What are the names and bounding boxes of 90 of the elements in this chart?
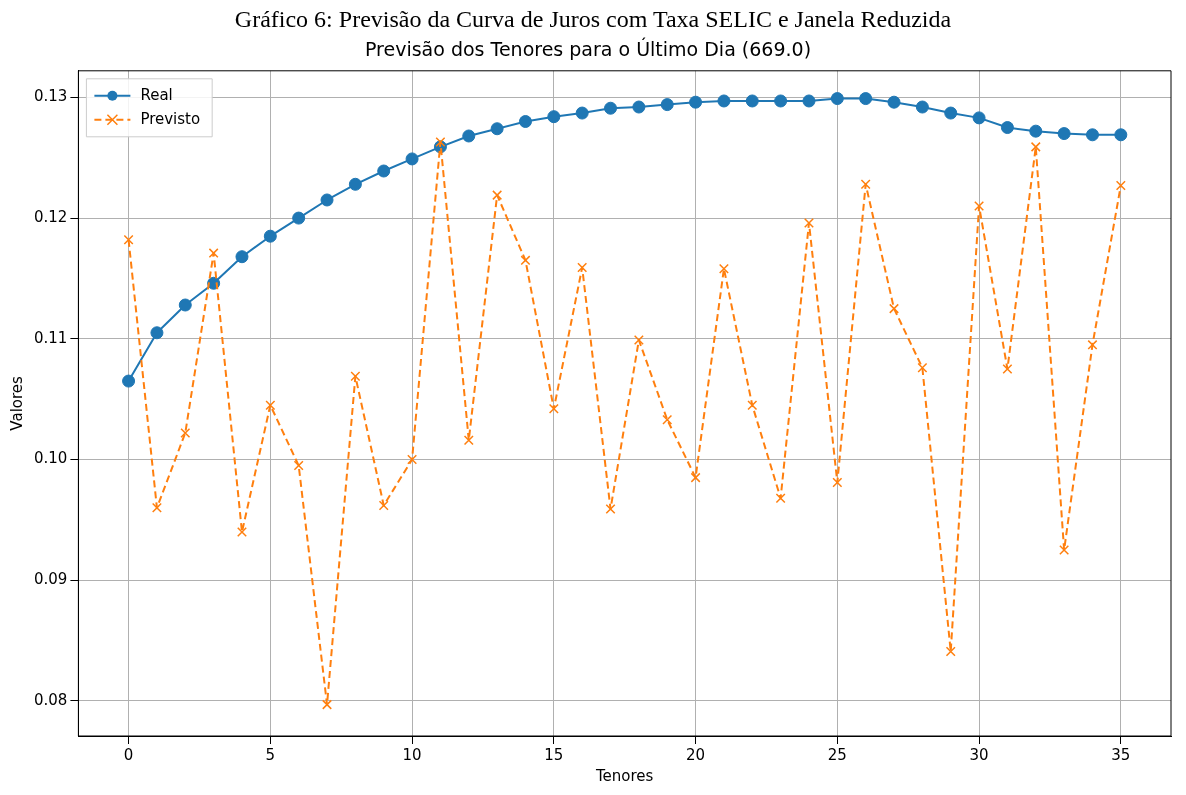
x-tick-label: 10 (402, 745, 422, 764)
point (717, 94, 731, 108)
point (235, 250, 249, 264)
point (660, 98, 674, 112)
point (122, 374, 136, 388)
point (604, 101, 618, 115)
point (263, 229, 277, 243)
point (547, 110, 561, 124)
point (407, 454, 418, 465)
point (775, 493, 786, 504)
point (972, 111, 986, 125)
point (1059, 545, 1070, 556)
point (463, 435, 474, 446)
x-tick-label: 5 (265, 745, 276, 764)
legend-label: Real (140, 85, 173, 104)
point (915, 100, 929, 114)
point (1114, 128, 1128, 142)
point (293, 460, 304, 471)
point (123, 234, 134, 245)
x-tick-label: 35 (1111, 745, 1131, 764)
point (1085, 128, 1099, 142)
point (1057, 127, 1071, 141)
point (1087, 339, 1098, 350)
point (662, 414, 673, 425)
point (518, 115, 532, 129)
point (605, 504, 616, 515)
y-axis-title: Valores (7, 375, 26, 431)
point (236, 526, 247, 537)
point (405, 152, 419, 166)
point (378, 500, 389, 511)
point (718, 263, 729, 274)
legend-label: Previsto (140, 109, 201, 128)
point (178, 298, 192, 312)
point (689, 95, 703, 109)
point (520, 255, 531, 266)
y-tick-label: 0.11 (33, 328, 68, 347)
x-axis-title: Tenores (594, 766, 654, 785)
point (350, 371, 361, 382)
y-tick-label: 0.08 (33, 690, 68, 709)
point (747, 400, 758, 411)
point (860, 179, 871, 190)
point (945, 646, 956, 657)
point (208, 248, 219, 259)
x-tick-label: 15 (544, 745, 564, 764)
point (151, 502, 162, 513)
point (1030, 141, 1041, 152)
point (633, 335, 644, 346)
point (490, 122, 504, 136)
point (832, 477, 843, 488)
point (632, 100, 646, 114)
point (917, 362, 928, 373)
point (322, 699, 333, 710)
point (150, 326, 164, 340)
y-tick-label: 0.09 (33, 570, 68, 589)
point (974, 201, 985, 212)
point (435, 137, 446, 148)
point (774, 94, 788, 108)
point (492, 190, 503, 201)
point (830, 92, 844, 106)
point (577, 262, 588, 273)
point (348, 177, 362, 191)
x-tick-label: 0 (123, 745, 134, 764)
point (1002, 364, 1013, 374)
point (265, 400, 276, 411)
point (859, 92, 873, 106)
point (320, 193, 334, 207)
point (690, 472, 701, 483)
point (548, 403, 559, 414)
chart-title: Gráfico 6: Previsão da Curva de Juros com Taxa SELIC e Janela Reduzida (233, 6, 953, 34)
point (802, 94, 816, 108)
chart-subtitle: Previsão dos Tenores para o Último Dia (669.0) (364, 37, 812, 61)
point (377, 164, 391, 178)
x-tick-label: 20 (686, 745, 706, 764)
point (1000, 121, 1014, 135)
point (745, 94, 759, 108)
y-tick-label: 0.10 (33, 449, 68, 468)
point (292, 211, 306, 225)
point (889, 303, 900, 314)
x-tick-label: 30 (969, 745, 989, 764)
y-tick-label: 0.13 (33, 87, 68, 106)
point (180, 427, 191, 438)
point (575, 106, 589, 120)
point (803, 217, 814, 228)
point (887, 95, 901, 109)
x-tick-label: 25 (827, 745, 847, 764)
y-tick-label: 0.12 (33, 207, 68, 226)
point (944, 106, 958, 120)
point (462, 129, 476, 143)
point (1115, 180, 1126, 191)
point (1029, 124, 1043, 138)
